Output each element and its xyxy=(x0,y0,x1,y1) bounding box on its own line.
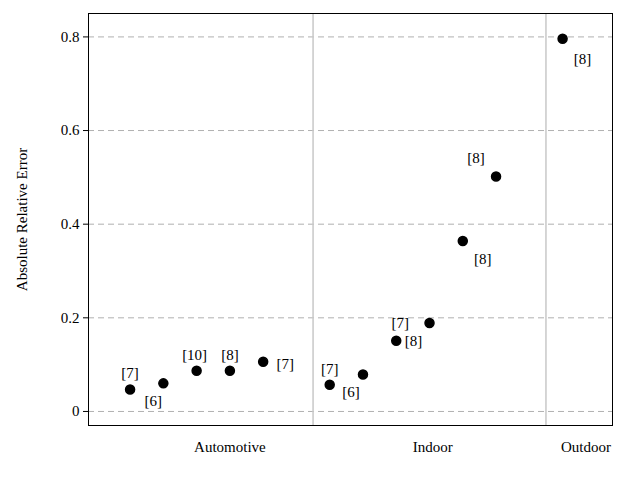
svg-text:Absolute Relative Error: Absolute Relative Error xyxy=(14,148,30,291)
svg-text:0.2: 0.2 xyxy=(61,310,80,326)
svg-text:0.6: 0.6 xyxy=(61,122,80,138)
svg-text:[8]: [8] xyxy=(474,251,492,267)
svg-text:Indoor: Indoor xyxy=(413,439,453,455)
svg-text:0: 0 xyxy=(72,403,80,419)
svg-text:Outdoor: Outdoor xyxy=(561,439,611,455)
svg-text:0.4: 0.4 xyxy=(61,216,80,232)
svg-text:[6]: [6] xyxy=(145,393,163,409)
svg-text:[10]: [10] xyxy=(182,347,207,363)
svg-text:[8]: [8] xyxy=(221,347,239,363)
svg-text:[6]: [6] xyxy=(342,384,360,400)
svg-text:Automotive: Automotive xyxy=(194,439,266,455)
svg-text:[8]: [8] xyxy=(574,51,592,67)
svg-text:[7]: [7] xyxy=(391,315,409,331)
svg-text:[7]: [7] xyxy=(321,361,339,377)
svg-text:[7]: [7] xyxy=(276,356,294,372)
svg-text:[7]: [7] xyxy=(121,365,139,381)
svg-text:[8]: [8] xyxy=(467,150,485,166)
svg-text:[8]: [8] xyxy=(405,333,423,349)
svg-text:0.8: 0.8 xyxy=(61,29,80,45)
